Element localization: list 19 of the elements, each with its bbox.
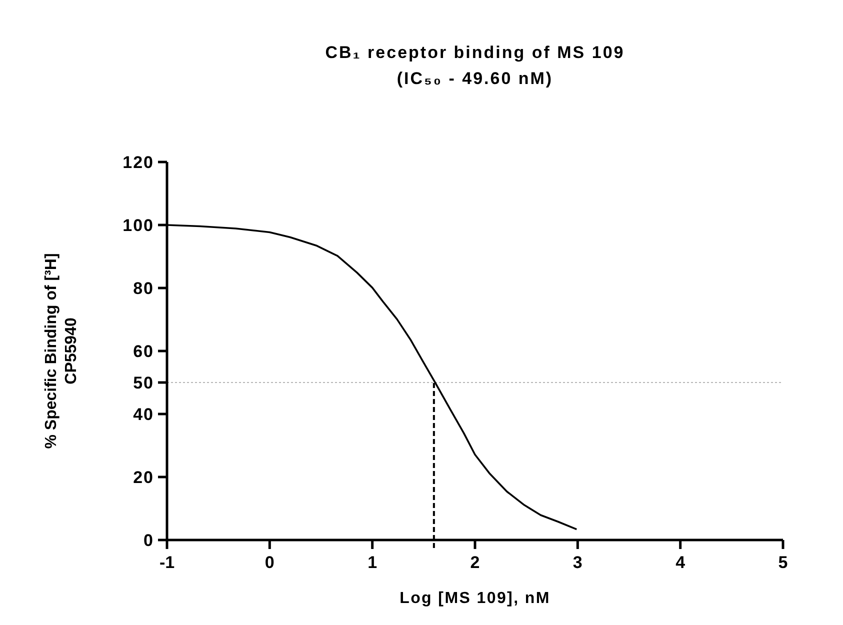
x-tick-label: 2	[470, 553, 480, 572]
y-tick-label: 100	[122, 216, 154, 235]
x-tick-label: 1	[368, 553, 378, 572]
y-axis-title: % Specific Binding of [³H] CP55940	[43, 253, 80, 449]
x-tick-label: -1	[159, 553, 175, 572]
x-axis-title: Log [MS 109], nM	[400, 590, 550, 607]
y-tick-label: 50	[133, 374, 154, 392]
y-tick-label: 120	[122, 153, 154, 172]
x-tick-label: 3	[572, 553, 582, 572]
y-tick-label: 0	[144, 531, 154, 550]
chart-title: CB₁ receptor binding of MS 109	[325, 43, 625, 62]
x-tick-label: 5	[778, 553, 788, 572]
chart-subtitle: (IC₅₀ - 49.60 nM)	[396, 69, 554, 88]
y-tick-label: 20	[133, 468, 154, 487]
y-tick-label: 60	[133, 342, 154, 361]
x-tick-label: 0	[264, 553, 274, 572]
y-tick-label: 80	[133, 279, 154, 298]
x-tick-label: 4	[676, 553, 686, 572]
y-tick-label: 40	[133, 405, 154, 424]
